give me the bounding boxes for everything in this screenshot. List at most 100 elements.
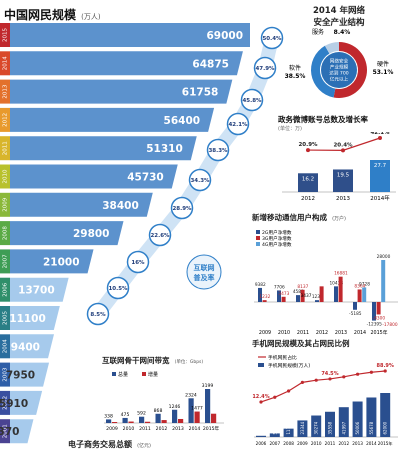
penetration-bubble: [86, 302, 110, 326]
mobile-value: 3473: [278, 291, 289, 297]
bandwidth-value: 3199: [202, 383, 214, 389]
year-stripe: [0, 390, 10, 415]
user-value: 69000: [206, 30, 243, 42]
penetration-bubble: [148, 223, 172, 247]
mu-value: 23344: [300, 421, 305, 434]
mobile-extra-label: -17800: [382, 322, 397, 328]
mu-year: 2007: [269, 441, 280, 446]
mobile-value: 9728: [359, 281, 370, 287]
bandwidth-bar: [194, 411, 200, 423]
mu-legend-swatch: [258, 363, 264, 367]
mu-ratio-point: [287, 389, 291, 393]
security-center-text: 亿元以上: [330, 76, 349, 83]
user-value: 61758: [182, 87, 219, 99]
mu-ratio-label: 12.4%: [252, 394, 269, 400]
penetration-bubble: [260, 26, 284, 50]
bandwidth-bar: [122, 417, 128, 423]
bandwidth-legend-swatch: [112, 372, 116, 376]
mobile-value: 7706: [274, 284, 285, 290]
mobile-bar: [338, 276, 343, 302]
bandwidth-unit: (单位：Gbps): [174, 360, 204, 365]
security-title-1: 2014 年网络: [312, 6, 366, 16]
mu-ratio-point: [383, 369, 387, 373]
user-value: 38400: [102, 200, 139, 212]
year-label: 2013: [3, 84, 9, 98]
mu-legend-label: 手机网民占比: [268, 354, 297, 361]
bandwidth-value: 592: [137, 411, 146, 417]
bandwidth-year: 2015年: [203, 425, 220, 432]
year-label: 2010: [3, 169, 9, 183]
mu-year: 2008: [283, 441, 294, 446]
penetration-value: 47.9%: [255, 66, 275, 72]
weibo-year: 2013: [336, 196, 350, 202]
mu-year: 2009: [297, 441, 308, 446]
ecommerce-chart: 电子商务交易总额 (亿元): [68, 432, 151, 449]
mobile-chart: 新增移动通信用户构成 (万户) 2G用户净增数 3G用户净增数 4G用户净增数 938…: [252, 205, 400, 336]
user-value: 3370: [0, 426, 19, 438]
weibo-growth-point: [341, 148, 345, 153]
bandwidth-bar: [106, 419, 112, 423]
bandwidth-bar: [145, 421, 151, 423]
mobile-value: 4588: [293, 289, 304, 295]
mu-value: 62000: [383, 421, 388, 434]
bandwidth-bar: [155, 413, 161, 423]
user-value: 21000: [43, 256, 80, 268]
mobile-bar: [372, 302, 376, 321]
security-title-2: 安全产业结构: [313, 18, 365, 28]
mobile-value: 8137: [297, 284, 308, 290]
mu-bar: [325, 411, 335, 437]
penetration-label-2: 普及率: [194, 273, 215, 282]
user-bar: [10, 249, 94, 274]
mu-year: 2012: [338, 441, 349, 446]
penetration-bubble: [170, 196, 194, 220]
mobile-legend-swatch: [256, 230, 260, 234]
year-label: 2003: [3, 367, 9, 381]
bandwidth-value: 868: [154, 408, 163, 414]
mu-ratio-point: [300, 380, 304, 384]
weibo-growth-point: [378, 136, 382, 140]
year-label: 2008: [3, 226, 9, 240]
penetration-value: 28.9%: [172, 206, 192, 212]
mobile-bar: [353, 302, 357, 310]
year-stripe: [0, 249, 10, 274]
year-stripe: [0, 334, 10, 359]
mobile-bar: [357, 289, 362, 302]
penetration-label-1: 互联网: [194, 263, 215, 272]
mobile-legend-label: 2G用户净增数: [262, 229, 292, 236]
mobile-bar: [315, 300, 319, 302]
user-bar: [10, 136, 197, 161]
bandwidth-year: 2013: [172, 426, 184, 432]
mu-value: 50006: [355, 421, 360, 434]
year-stripe: [0, 306, 10, 330]
mu-year: 2014: [366, 441, 377, 446]
security-center-text: 达到 700: [329, 70, 348, 77]
mu-bar: [283, 428, 294, 437]
weibo-year: 2012: [301, 196, 315, 202]
mu-value: 5040: [272, 424, 277, 435]
mobile-value: -5185: [349, 311, 362, 317]
bandwidth-year: 2010: [123, 426, 135, 432]
mobile-value: 1232: [259, 294, 270, 300]
mu-bar: [338, 407, 349, 437]
mobile-extra-label: 3437: [301, 293, 312, 299]
mu-bar: [352, 401, 363, 437]
mu-value: 35558: [328, 421, 333, 434]
year-label: 2009: [3, 197, 9, 211]
bandwidth-year: 2009: [106, 426, 118, 432]
year-stripe: [0, 107, 10, 132]
penetration-value: 50.4%: [262, 36, 282, 42]
user-value: 56400: [164, 115, 201, 127]
penetration-value: 38.3%: [208, 148, 228, 154]
year-label: 2007: [3, 254, 9, 268]
mu-value: 11760: [286, 421, 291, 434]
user-bar: [10, 192, 153, 217]
bandwidth-bar: [188, 398, 194, 423]
weibo-value: 27.7: [374, 163, 387, 169]
mu-ratio-point: [259, 400, 263, 404]
security-svc-name: 服务: [312, 28, 324, 36]
mu-value: 30274: [314, 421, 319, 434]
mu-bar: [311, 415, 322, 437]
bandwidth-bar: [172, 409, 178, 423]
mobile-year: 2009: [259, 330, 271, 336]
